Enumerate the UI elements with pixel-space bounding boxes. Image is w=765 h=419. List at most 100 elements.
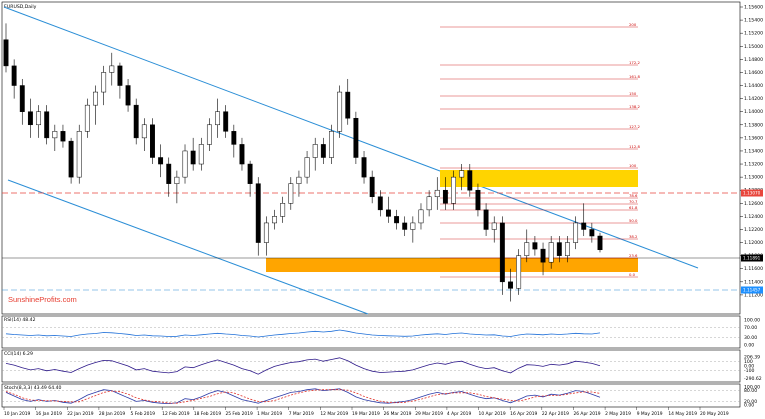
candle-body: [190, 150, 196, 165]
candle: [150, 118, 155, 165]
candle-body: [426, 196, 432, 211]
candle: [68, 137, 74, 184]
indicator-tick-label: 0.00: [744, 343, 754, 349]
candle-body: [166, 163, 172, 184]
fib-label: 172.2: [629, 60, 640, 65]
watermark: SunshineProfits.com: [8, 295, 77, 304]
candle-body: [215, 111, 221, 126]
candle-body: [312, 144, 318, 158]
cci-panel-frame: [1, 349, 741, 383]
candle: [540, 242, 546, 276]
candle: [442, 177, 448, 210]
candle: [11, 59, 17, 99]
candle: [451, 170, 456, 210]
candle-body: [532, 242, 538, 250]
candle-body: [101, 72, 107, 93]
date-label: 7 Mar 2019: [289, 411, 314, 417]
candle: [320, 137, 326, 165]
candle: [174, 170, 180, 204]
fib-label: 38.2: [629, 234, 638, 239]
stoch-panel-frame: [1, 383, 741, 408]
candle-body: [581, 222, 587, 230]
price-marker-box: [741, 189, 763, 197]
candle-body: [239, 144, 245, 165]
candle: [52, 124, 58, 151]
candle-body: [361, 157, 367, 178]
candle-body: [36, 111, 41, 126]
date-label: 12 Feb 2019: [162, 411, 190, 417]
candle: [182, 144, 188, 184]
candle-body: [60, 131, 66, 142]
candle-body: [483, 209, 489, 230]
candle: [166, 157, 172, 197]
candle: [524, 229, 530, 263]
candle-body: [296, 176, 302, 184]
date-label: 9 May 2019: [637, 411, 663, 417]
candle: [499, 216, 505, 295]
candle-body: [304, 157, 310, 178]
indicator-tick-label: 100.00: [744, 318, 760, 324]
price-tick-label: 1.15600: [744, 5, 763, 11]
date-label: 2 May 2019: [605, 411, 631, 417]
candle-body: [394, 216, 400, 224]
candle-body: [508, 281, 513, 289]
price-tick-label: 1.12000: [744, 240, 763, 246]
candle: [158, 144, 164, 178]
candlesticks: [3, 23, 603, 302]
price-marker-label: 1.13070: [743, 191, 761, 196]
candle: [101, 65, 107, 106]
candle-body: [206, 124, 212, 145]
candle-body: [491, 222, 497, 230]
price-tick-label: 1.15000: [744, 44, 763, 50]
fib-label: 200: [629, 22, 637, 27]
date-label: 10 Apr 2019: [479, 411, 506, 417]
indicator-tick-label: 0.00: [744, 403, 754, 409]
chart-title: EURUSD,Daily: [4, 4, 37, 10]
fib-label: 50.0: [629, 218, 638, 223]
indicator-line: [5, 357, 601, 375]
price-marker-label: 1.11891: [743, 256, 761, 261]
date-label: 22 Apr 2019: [542, 411, 569, 417]
indicator-tick-label: 206.39: [744, 355, 760, 361]
candle-body: [451, 176, 456, 204]
candle: [198, 137, 204, 171]
fib-label: 161.8: [629, 74, 640, 79]
candle-body: [540, 248, 546, 263]
date-axis: 10 Jan 2019 16 Jan 2019 22 Jan 2019 28 Jan …: [3, 407, 729, 417]
indicator-tick-label: -290.62: [744, 376, 762, 382]
indicator-tick-label: -100: [744, 368, 755, 374]
candle: [27, 98, 33, 138]
candle-body: [133, 104, 139, 139]
price-tick-label: 1.13800: [744, 122, 763, 128]
date-label: 29 Mar 2019: [415, 411, 443, 417]
candle-body: [499, 222, 505, 283]
candle-body: [255, 183, 261, 243]
candle-body: [597, 235, 603, 251]
indicator-tick-label: 30.00: [744, 335, 757, 341]
candle: [556, 236, 562, 263]
candle-body: [524, 242, 530, 256]
candle-body: [385, 209, 391, 217]
candle: [369, 170, 375, 204]
candle: [589, 222, 595, 243]
price-tick-label: 1.14600: [744, 70, 763, 76]
candle-body: [3, 39, 9, 67]
date-label: 19 Mar 2019: [352, 411, 380, 417]
candle-body: [68, 140, 74, 178]
candle-body: [589, 229, 595, 237]
price-tick-label: 1.11200: [744, 292, 763, 298]
fib-label: 112.8: [629, 144, 640, 149]
price-tick-label: 1.15200: [744, 31, 763, 37]
candle-body: [272, 216, 277, 224]
date-label: 25 Feb 2019: [225, 411, 253, 417]
candle: [345, 78, 351, 125]
candle-body: [320, 144, 326, 158]
candle: [467, 164, 473, 197]
candle-body: [76, 131, 82, 178]
price-axis: 1.15600 1.15400 1.15200 1.15000 1.14800 1.146…: [740, 5, 763, 298]
candle: [337, 85, 343, 138]
indicator-line: [5, 329, 601, 338]
